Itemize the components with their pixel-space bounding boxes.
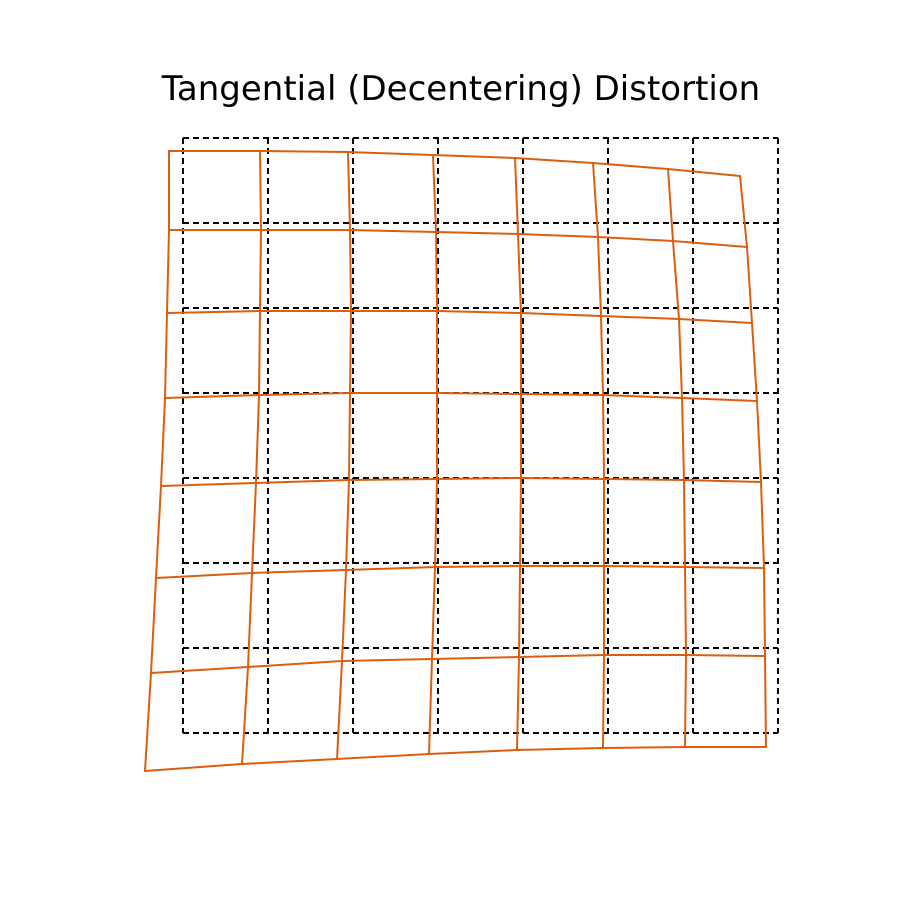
distorted-grid-col-line (739, 175, 767, 748)
distorted-grid-col-line (667, 168, 687, 748)
distorted-grid-col-line (144, 150, 170, 772)
reference-grid (182, 137, 779, 734)
distorted-grid (144, 150, 767, 772)
distorted-grid-col-line (241, 150, 262, 765)
distorted-grid-row-line (150, 654, 766, 674)
figure-title: Tangential (Decentering) Distortion (161, 69, 760, 109)
distorted-grid-row-line (166, 310, 753, 324)
distorted-grid-row-line (155, 565, 765, 579)
distorted-grid-col-line (514, 157, 522, 751)
distorted-grid-row-line (164, 392, 758, 402)
distorted-grid-row-line (168, 150, 741, 177)
distorted-grid-row-line (160, 477, 762, 487)
distorted-grid-col-line (336, 151, 352, 760)
distorted-grid-row-line (168, 229, 748, 248)
distorted-grid-row-line (144, 746, 767, 772)
distorted-grid-col-line (428, 154, 438, 755)
distorted-grid-col-line (592, 162, 605, 749)
